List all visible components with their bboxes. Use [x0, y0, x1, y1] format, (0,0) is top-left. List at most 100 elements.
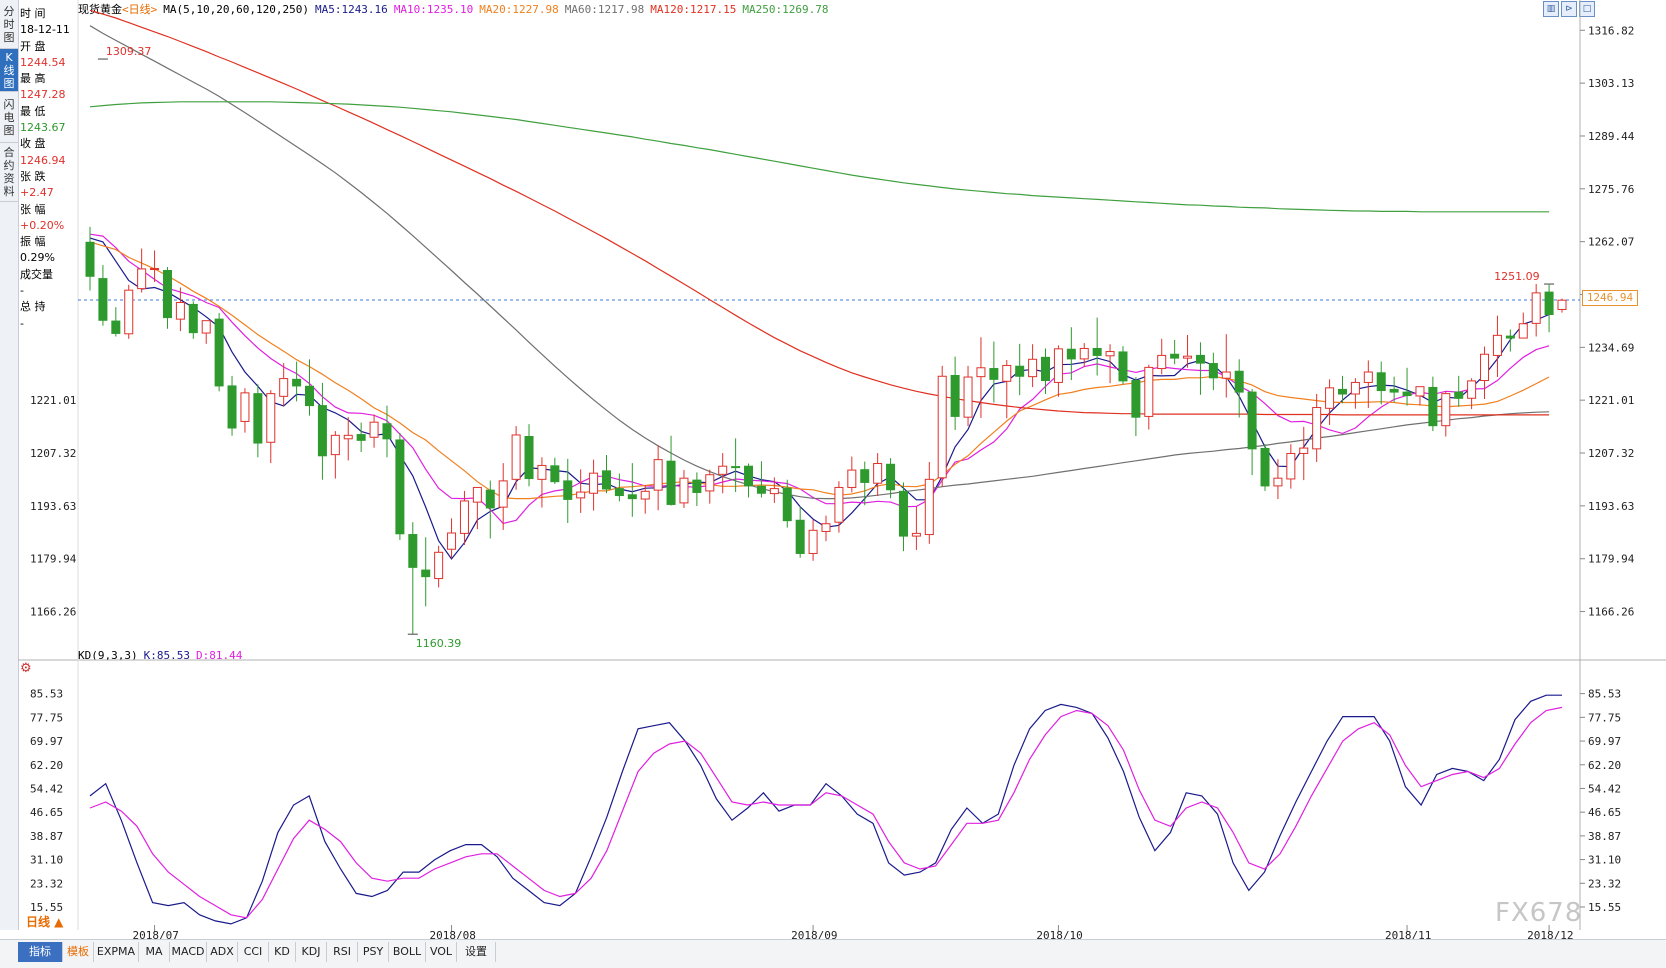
kd-y-tick-label: 38.87 — [1588, 830, 1621, 843]
kd-y-tick-label-left: 38.87 — [30, 830, 63, 843]
candle-body — [1286, 452, 1296, 480]
candle-body — [550, 465, 560, 483]
close-value: 1246.94 — [20, 153, 66, 167]
candle-body — [1183, 355, 1193, 359]
ma-line-ma60 — [89, 25, 1550, 500]
candle-body — [1195, 354, 1205, 364]
candle-body — [201, 320, 211, 334]
ma-line-ma20 — [89, 241, 1550, 500]
indicator-tab-kdj[interactable]: KDJ — [296, 942, 327, 962]
indicator-tab-kd[interactable]: KD — [269, 942, 296, 962]
candle-body — [240, 392, 250, 422]
period-selector-button[interactable]: 日线 ▲ — [26, 915, 64, 929]
candle-body — [1428, 386, 1438, 427]
indicator-tab-指标[interactable]: 指标 — [18, 942, 63, 962]
amplitude-value: 0.29% — [20, 251, 55, 265]
current-price-box: 1246.94 — [1582, 290, 1638, 306]
x-tick-label: 2018/08 — [430, 929, 476, 939]
kd-k-value: K:85.53 — [143, 649, 190, 662]
ma-line-ma10 — [89, 233, 1550, 525]
candle-body — [434, 551, 444, 580]
kd-y-tick-label-left: 69.97 — [30, 735, 63, 748]
candle-body — [408, 534, 418, 568]
candle-body — [382, 423, 392, 440]
pct-value: +0.20% — [20, 218, 65, 232]
candle-body — [459, 500, 469, 534]
x-tick-label: 2018/12 — [1527, 929, 1573, 939]
kd-d-value: D:81.44 — [195, 649, 243, 662]
indicator-tab-模板[interactable]: 模板 — [63, 942, 94, 962]
candle-body — [1041, 356, 1051, 382]
candle-body — [1028, 358, 1038, 378]
indicator-tab-设置[interactable]: 设置 — [457, 942, 496, 962]
kd-y-tick-label-left: 54.42 — [30, 782, 63, 795]
candle-body — [98, 278, 108, 321]
candle-body — [214, 318, 224, 387]
candle-body — [886, 463, 896, 491]
change-value: +2.47 — [20, 186, 54, 200]
kd-y-tick-label: 85.53 — [1588, 688, 1621, 701]
indicator-tab-ma[interactable]: MA — [139, 942, 170, 962]
close-label: 收 盘 — [20, 137, 46, 151]
volume-value: - — [20, 284, 24, 298]
candle-body — [808, 529, 818, 554]
candle-body — [653, 459, 663, 491]
candle-body — [911, 532, 921, 537]
y-tick-label-left: 1221.01 — [30, 394, 76, 407]
candle-body — [873, 463, 883, 484]
indicator-tab-boll[interactable]: BOLL — [389, 942, 426, 962]
kd-y-tick-label: 15.55 — [1588, 901, 1621, 914]
chart-canvas[interactable]: ⚙1316.821303.131289.441275.761262.071248… — [0, 0, 1666, 939]
indicator-tab-vol[interactable]: VOL — [426, 942, 457, 962]
indicator-tab-expma[interactable]: EXPMA — [94, 942, 139, 962]
tab-contract-info[interactable]: 合约资料 — [0, 143, 18, 202]
candle-body — [1105, 351, 1115, 357]
candle-body — [227, 385, 237, 429]
kd-y-tick-label-left: 77.75 — [30, 711, 63, 724]
candle-body — [1402, 391, 1412, 397]
period-label: <日线> — [122, 3, 158, 16]
ma-value-4: MA120:1217.15 — [650, 3, 737, 16]
candle-body — [692, 479, 702, 493]
open-value: 1244.54 — [20, 55, 66, 69]
candle-body — [847, 469, 857, 488]
indicator-tab-cci[interactable]: CCI — [238, 942, 269, 962]
candle-body — [744, 465, 754, 487]
candle-body — [576, 491, 586, 499]
candle-body — [537, 464, 547, 480]
candle-body — [472, 486, 482, 503]
candle-body — [705, 474, 715, 492]
zoom-in-icon[interactable]: ▥ — [1543, 1, 1559, 17]
indicator-tab-bar: 指标 模板 EXPMA MA MACD ADX CCI KD KDJ RSI PSY BOLL VOL 设… — [0, 939, 1666, 968]
open-interest-value: - — [20, 316, 24, 330]
pct-label: 张 幅 — [20, 202, 46, 216]
candle-body — [795, 519, 805, 554]
candle-body — [1015, 365, 1025, 377]
zoom-out-icon[interactable]: ⊳ — [1561, 1, 1577, 17]
kd-y-tick-label: 23.32 — [1588, 877, 1621, 890]
tab-time-share[interactable]: 分时图 — [0, 0, 18, 49]
tab-flash-chart[interactable]: 闪电图 — [0, 92, 18, 143]
candle-body — [782, 487, 792, 522]
candle-body — [1066, 348, 1076, 360]
candle-body — [1363, 371, 1373, 383]
candle-body — [292, 378, 302, 387]
open-label: 开 盘 — [20, 39, 46, 53]
ma-params: MA(5,10,20,60,120,250) — [163, 3, 309, 16]
indicator-tab-rsi[interactable]: RSI — [327, 942, 358, 962]
indicator-tab-adx[interactable]: ADX — [207, 942, 238, 962]
kd-y-tick-label: 77.75 — [1588, 711, 1621, 724]
ma-value-5: MA250:1269.78 — [742, 3, 829, 16]
kd-y-tick-label: 69.97 — [1588, 735, 1621, 748]
indicator-tab-macd[interactable]: MACD — [170, 942, 207, 962]
indicator-tab-psy[interactable]: PSY — [358, 942, 389, 962]
candle-body — [150, 268, 160, 271]
candle-body — [1131, 380, 1141, 418]
candle-body — [162, 269, 172, 319]
ma-value-2: MA20:1227.98 — [479, 3, 559, 16]
candle-body — [485, 489, 495, 509]
y-tick-label: 1193.63 — [1588, 500, 1634, 513]
ma-line-ma250 — [89, 101, 1550, 213]
